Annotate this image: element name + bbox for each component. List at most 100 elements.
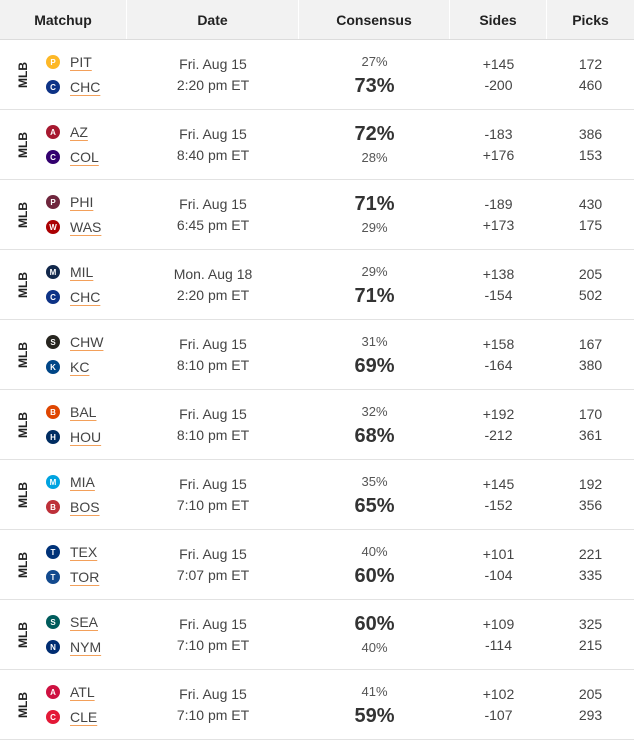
away-team: A ATL [46, 683, 97, 701]
table-row[interactable]: MLB P PHI W WAS Fri. Aug 15 6:45 pm ET 71% 29% -1… [0, 180, 634, 250]
picks-cell: 325 215 [547, 600, 634, 669]
away-team: S SEA [46, 613, 101, 631]
home-picks: 153 [578, 146, 603, 163]
table-row[interactable]: MLB A ATL C CLE Fri. Aug 15 7:10 pm ET 41% 59% +1… [0, 670, 634, 740]
game-time: 8:10 pm ET [176, 426, 250, 443]
away-team: T TEX [46, 543, 99, 561]
away-team-link[interactable]: CHW [70, 334, 104, 350]
game-time: 6:45 pm ET [176, 216, 250, 233]
away-picks: 167 [578, 335, 603, 352]
league-text: MLB [16, 271, 30, 298]
home-team-link[interactable]: KC [70, 359, 90, 375]
team-logo-icon: P [46, 195, 60, 209]
away-moneyline: +138 [482, 265, 515, 282]
home-moneyline: +173 [482, 216, 515, 233]
home-team-link[interactable]: CHC [70, 289, 101, 305]
teams: A AZ C COL [46, 123, 99, 166]
away-consensus: 27% [361, 53, 388, 69]
table-row[interactable]: MLB B BAL H HOU Fri. Aug 15 8:10 pm ET 32% 68% +1… [0, 390, 634, 460]
picks-cell: 172 460 [547, 40, 634, 109]
home-team: K KC [46, 358, 103, 376]
matchup-cell: MLB T TEX T TOR [0, 530, 127, 599]
table-row[interactable]: MLB T TEX T TOR Fri. Aug 15 7:07 pm ET 40% 60% +1… [0, 530, 634, 600]
header-picks[interactable]: Picks [572, 11, 609, 28]
teams: P PIT C CHC [46, 53, 100, 96]
away-team-link[interactable]: PIT [70, 54, 92, 70]
table-row[interactable]: MLB P PIT C CHC Fri. Aug 15 2:20 pm ET 27% 73% +1… [0, 40, 634, 110]
consensus-cell: 60% 40% [299, 600, 450, 669]
table-row[interactable]: MLB M MIA B BOS Fri. Aug 15 7:10 pm ET 35% 65% +1… [0, 460, 634, 530]
league-text: MLB [16, 61, 30, 88]
home-team-link[interactable]: BOS [70, 499, 100, 515]
home-consensus: 73% [354, 74, 395, 97]
away-team-link[interactable]: ATL [70, 684, 95, 700]
away-team: A AZ [46, 123, 99, 141]
away-team-link[interactable]: SEA [70, 614, 99, 630]
league-text: MLB [16, 691, 30, 718]
team-logo-icon: T [46, 545, 60, 559]
picks-cell: 386 153 [547, 110, 634, 179]
matchup-cell: MLB B BAL H HOU [0, 390, 127, 459]
date-cell: Fri. Aug 15 7:10 pm ET [127, 600, 299, 669]
away-team-link[interactable]: MIA [70, 474, 95, 490]
away-consensus: 31% [361, 333, 388, 349]
team-logo-icon: M [46, 475, 60, 489]
game-date: Mon. Aug 18 [173, 265, 253, 282]
table-row[interactable]: MLB S SEA N NYM Fri. Aug 15 7:10 pm ET 60% 40% +1… [0, 600, 634, 670]
away-picks: 205 [578, 685, 603, 702]
home-team-link[interactable]: HOU [70, 429, 102, 445]
date-cell: Fri. Aug 15 2:20 pm ET [127, 40, 299, 109]
home-team-link[interactable]: NYM [70, 639, 102, 655]
game-time: 8:40 pm ET [176, 146, 250, 163]
header-consensus[interactable]: Consensus [299, 0, 450, 39]
away-picks: 172 [578, 55, 603, 72]
table-row[interactable]: MLB A AZ C COL Fri. Aug 15 8:40 pm ET 72% 28% -18… [0, 110, 634, 180]
consensus-cell: 35% 65% [299, 460, 450, 529]
away-moneyline: +145 [482, 475, 515, 492]
away-picks: 192 [578, 475, 603, 492]
home-team: N NYM [46, 638, 101, 656]
home-team-link[interactable]: CHC [70, 79, 101, 95]
teams: S SEA N NYM [46, 613, 101, 656]
table-row[interactable]: MLB M MIL C CHC Mon. Aug 18 2:20 pm ET 29% 71% +1… [0, 250, 634, 320]
home-consensus: 68% [354, 424, 395, 447]
matchup-cell: MLB M MIL C CHC [0, 250, 127, 319]
league-label: MLB [16, 195, 30, 235]
league-label: MLB [16, 335, 30, 375]
away-picks: 205 [578, 265, 603, 282]
away-team: M MIA [46, 473, 100, 491]
header-matchup[interactable]: Matchup [0, 0, 127, 39]
date-cell: Fri. Aug 15 8:40 pm ET [127, 110, 299, 179]
away-team: B BAL [46, 403, 101, 421]
home-moneyline: -152 [484, 496, 513, 513]
header-date[interactable]: Date [127, 0, 299, 39]
home-moneyline: -200 [484, 76, 513, 93]
home-consensus: 40% [361, 639, 388, 655]
away-team-link[interactable]: TEX [70, 544, 98, 560]
away-team-link[interactable]: PHI [70, 194, 94, 210]
away-consensus: 40% [361, 543, 388, 559]
consensus-cell: 40% 60% [299, 530, 450, 599]
home-team-link[interactable]: WAS [70, 219, 102, 235]
home-team-link[interactable]: COL [70, 149, 99, 165]
team-logo-icon: A [46, 125, 60, 139]
table-row[interactable]: MLB S CHW K KC Fri. Aug 15 8:10 pm ET 31% 69% +15… [0, 320, 634, 390]
away-consensus: 32% [361, 403, 388, 419]
picks-cell: 167 380 [547, 320, 634, 389]
header-sides[interactable]: Sides [450, 0, 547, 39]
league-text: MLB [16, 621, 30, 648]
away-team-link[interactable]: BAL [70, 404, 97, 420]
away-team-link[interactable]: MIL [70, 264, 94, 280]
league-text: MLB [16, 201, 30, 228]
away-consensus: 71% [354, 192, 395, 215]
matchup-cell: MLB M MIA B BOS [0, 460, 127, 529]
home-picks: 361 [578, 426, 603, 443]
home-team-link[interactable]: TOR [70, 569, 100, 585]
home-moneyline: -164 [484, 356, 513, 373]
away-team-link[interactable]: AZ [70, 124, 88, 140]
home-team-link[interactable]: CLE [70, 709, 98, 725]
sides-cell: +192 -212 [450, 390, 547, 459]
game-time: 7:10 pm ET [176, 496, 250, 513]
teams: T TEX T TOR [46, 543, 99, 586]
teams: B BAL H HOU [46, 403, 101, 446]
